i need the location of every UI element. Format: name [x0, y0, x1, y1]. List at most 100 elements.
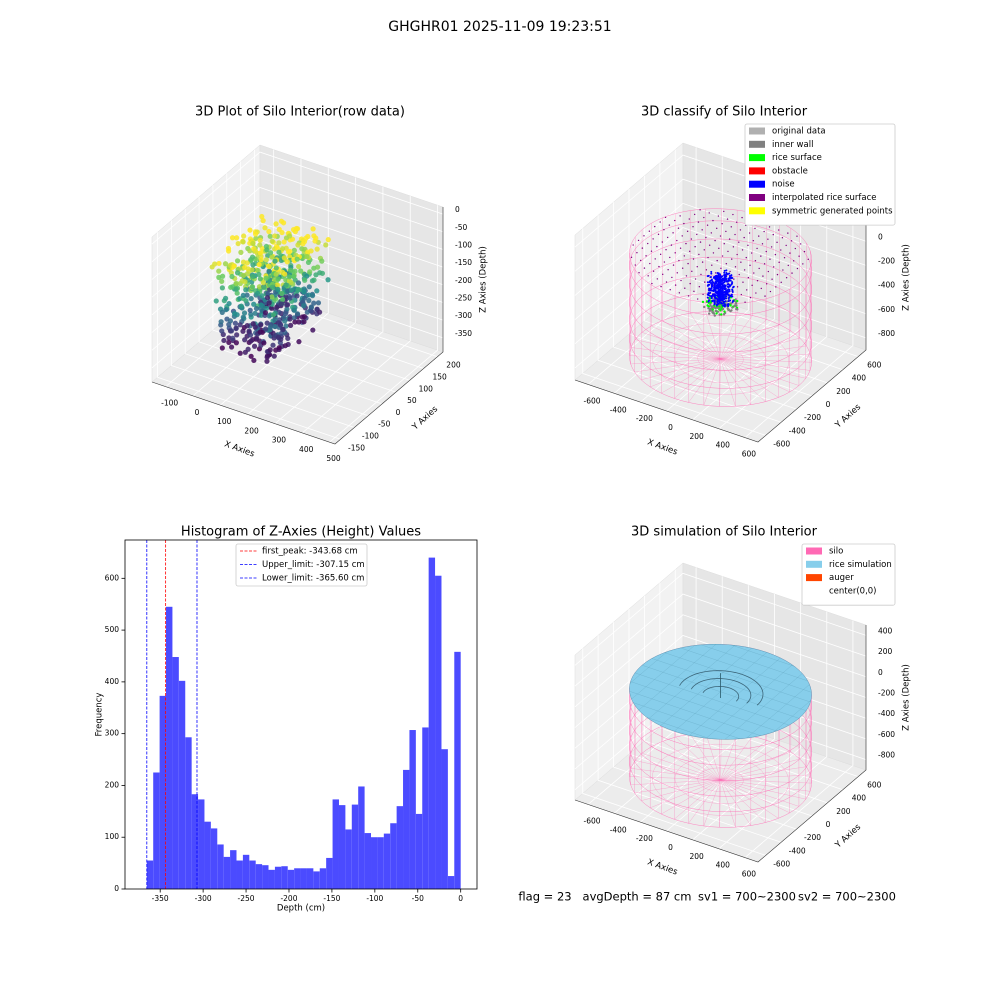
interpolated-point — [771, 278, 773, 280]
point-cloud — [256, 271, 262, 278]
histogram-bar — [191, 794, 199, 889]
point-cloud — [266, 300, 272, 306]
point-cloud — [276, 226, 282, 232]
surface-mesh — [701, 644, 808, 682]
interpolated-point — [637, 239, 640, 242]
noise-point — [729, 299, 732, 302]
point-cloud — [279, 296, 286, 303]
point-cloud — [286, 233, 293, 239]
interpolated-point — [727, 250, 729, 253]
interpolated-point — [796, 267, 799, 270]
y-tick-label: 0 — [114, 884, 119, 893]
legend-label: obstacle — [772, 166, 808, 176]
wall-point — [711, 308, 714, 311]
point-cloud — [250, 273, 256, 280]
point-cloud — [244, 292, 250, 298]
noise-point — [725, 292, 728, 295]
interpolated-point — [760, 287, 762, 290]
histogram-bar — [172, 657, 179, 889]
interpolated-point — [729, 270, 731, 273]
interpolated-point — [716, 259, 718, 262]
point-cloud — [264, 358, 270, 364]
x-tick-label: -100 — [161, 399, 178, 408]
status-text: avgDepth = 87 cm — [583, 890, 692, 904]
interpolated-point — [743, 269, 746, 271]
point-cloud — [314, 264, 321, 270]
interpolated-point — [652, 270, 655, 272]
interpolated-point — [775, 286, 777, 288]
y-tick-label: 400 — [852, 794, 867, 803]
noise-point — [723, 303, 726, 306]
point-cloud — [246, 328, 252, 334]
interpolated-point — [643, 235, 645, 237]
z-tick-label: 400 — [878, 626, 893, 635]
histogram-bar — [338, 805, 346, 889]
point-cloud — [269, 294, 275, 300]
point-cloud — [216, 260, 222, 267]
legend-patch — [749, 140, 765, 148]
histogram-bar — [166, 606, 173, 889]
point-cloud — [238, 249, 244, 255]
y-tick-label: -200 — [804, 833, 821, 842]
x-tick-label: 0 — [195, 408, 200, 417]
point-cloud — [275, 276, 281, 282]
silo-floor-ring — [652, 323, 789, 395]
point-cloud — [232, 320, 238, 326]
interpolated-point — [647, 275, 649, 277]
noise-point — [724, 287, 727, 290]
point-cloud — [253, 235, 259, 241]
noise-point — [711, 289, 714, 292]
grid-line — [582, 228, 766, 436]
point-cloud — [233, 325, 239, 331]
histogram-bar — [358, 786, 365, 889]
interpolated-point — [689, 250, 691, 253]
interpolated-point — [750, 252, 753, 254]
interpolated-point — [782, 269, 784, 271]
surface-mesh — [689, 657, 781, 736]
interpolated-point — [689, 282, 691, 285]
point-cloud — [292, 268, 298, 274]
point-cloud — [219, 273, 226, 279]
point-cloud — [240, 314, 246, 320]
interpolated-point — [654, 225, 656, 228]
interpolated-point — [781, 237, 784, 239]
point-cloud — [240, 239, 246, 245]
grid-line — [274, 186, 384, 424]
legend-patch — [749, 167, 765, 175]
noise-point — [709, 275, 712, 278]
point-cloud — [252, 310, 258, 316]
interpolated-point — [714, 239, 716, 242]
noise-point — [710, 281, 713, 284]
point-cloud — [231, 263, 237, 269]
point-cloud — [295, 242, 301, 248]
point-cloud — [257, 237, 263, 243]
histogram-bar — [364, 833, 372, 889]
interpolated-point — [632, 244, 634, 246]
interpolated-point — [767, 270, 770, 273]
noise-point — [707, 300, 710, 303]
y-tick-label: 200 — [446, 361, 461, 370]
point-cloud — [301, 303, 307, 309]
surface-mesh — [651, 658, 807, 711]
histogram-bar — [230, 850, 237, 889]
interpolated-point — [716, 227, 718, 230]
interpolated-point — [735, 221, 738, 223]
noise-point — [725, 271, 728, 274]
interpolated-point — [679, 247, 682, 249]
interpolated-point — [785, 244, 787, 247]
point-cloud — [252, 248, 259, 254]
legend-patch — [749, 180, 765, 188]
z-tick-label: 0 — [878, 668, 883, 677]
interpolated-point — [789, 252, 791, 254]
interpolated-point — [764, 295, 766, 297]
histogram-bar — [441, 749, 448, 889]
y-tick-label: 0 — [826, 820, 831, 829]
grid-line — [212, 185, 397, 393]
point-cloud — [260, 280, 266, 286]
interpolated-point — [720, 267, 722, 270]
histogram-bar — [435, 575, 442, 889]
axis-line — [151, 207, 444, 445]
interpolated-point — [738, 273, 740, 276]
interpolated-point — [681, 267, 684, 269]
point-cloud — [258, 256, 264, 263]
